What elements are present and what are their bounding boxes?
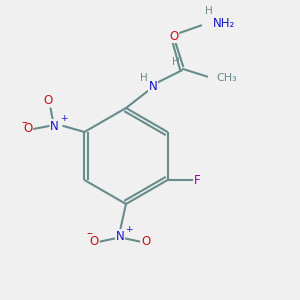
Text: +: +	[60, 114, 67, 123]
Text: –: –	[21, 116, 27, 129]
Text: O: O	[141, 235, 150, 248]
Text: CH₃: CH₃	[216, 73, 237, 83]
Text: O: O	[44, 94, 53, 107]
Text: –: –	[86, 227, 92, 240]
Text: +: +	[125, 225, 133, 234]
Text: O: O	[169, 29, 178, 43]
Text: N: N	[116, 230, 124, 244]
Text: H: H	[140, 73, 148, 83]
Text: N: N	[148, 80, 158, 94]
Text: O: O	[90, 235, 99, 248]
Text: NH₂: NH₂	[213, 17, 235, 31]
Text: N: N	[50, 119, 59, 133]
Text: H: H	[205, 5, 212, 16]
Text: F: F	[194, 173, 201, 187]
Text: O: O	[23, 122, 33, 136]
Text: H: H	[172, 57, 179, 68]
